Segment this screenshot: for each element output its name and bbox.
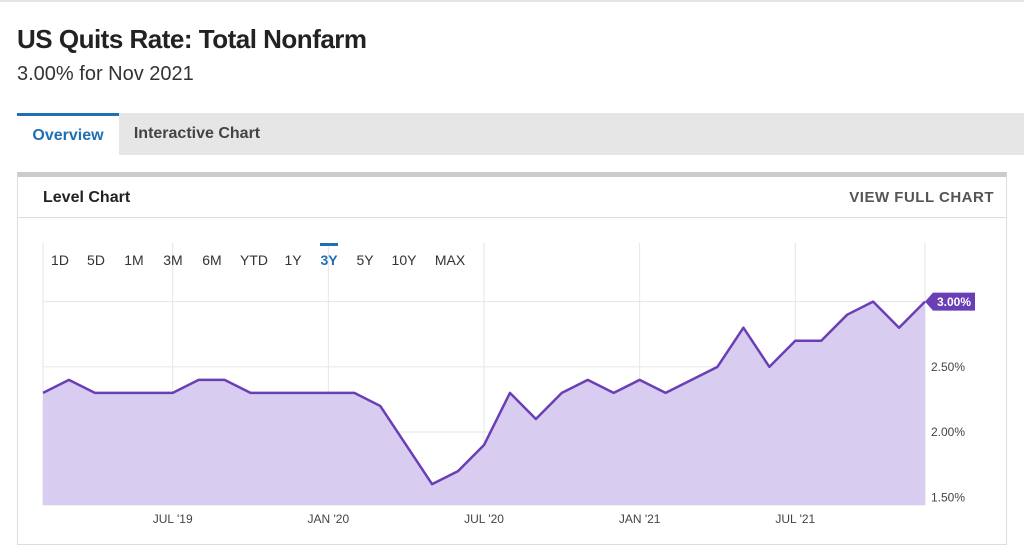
x-tick-label: JAN '20 [308,512,350,526]
current-value-label: 3.00% [937,295,971,309]
current-value-tag: 3.00% [925,292,975,311]
active-range-bar [320,243,338,246]
range-button[interactable]: 5Y [356,252,374,268]
y-tick-label: 2.50% [931,360,965,374]
y-tick-label: 1.50% [931,490,965,504]
range-button[interactable]: 5D [87,252,105,268]
range-button[interactable]: 3Y [320,252,338,268]
x-tick-label: JUL '21 [775,512,815,526]
panel-title: Level Chart [43,189,131,206]
x-tick-label: JUL '20 [464,512,504,526]
tab[interactable]: Overview [17,113,119,155]
chart-panel: Level Chart VIEW FULL CHART [17,172,1007,545]
range-button[interactable]: YTD [240,252,268,268]
range-button[interactable]: MAX [434,252,466,268]
x-tick-label: JUL '19 [153,512,193,526]
range-button[interactable]: 3M [163,252,183,268]
range-button[interactable]: 1D [51,252,69,268]
top-rule [0,0,1024,2]
x-tick-label: JAN '21 [619,512,661,526]
tag-shape [925,292,975,311]
y-tick-label: 2.00% [931,425,965,439]
tab[interactable]: Interactive Chart [133,125,261,142]
range-button[interactable]: 1Y [284,252,302,268]
page-title: US Quits Rate: Total Nonfarm [17,24,367,54]
area-fill [43,301,925,505]
panel-header: Level Chart VIEW FULL CHART [18,177,1006,218]
line [42,300,926,486]
range-button[interactable]: 10Y [391,252,417,268]
tab-bar: Overview Interactive Chart [17,113,1024,155]
page-subtitle: 3.00% for Nov 2021 [17,63,194,85]
view-full-chart[interactable]: VIEW FULL CHART [849,189,994,206]
range-button[interactable]: 6M [202,252,222,268]
range-button[interactable]: 1M [124,252,144,268]
